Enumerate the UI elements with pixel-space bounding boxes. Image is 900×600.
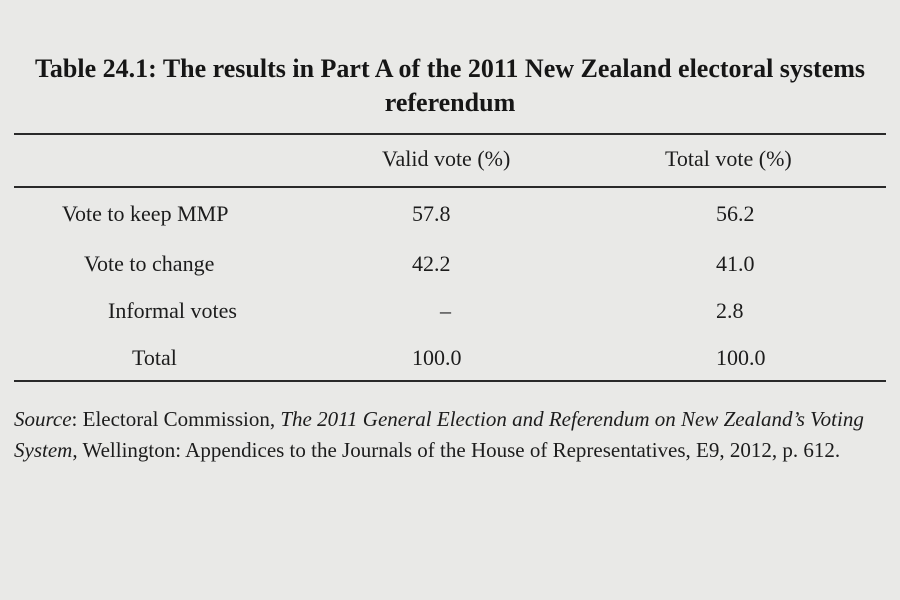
row-label: Vote to keep MMP	[62, 201, 229, 226]
table-bottom-rule	[14, 380, 886, 382]
table-top-rule	[14, 133, 886, 135]
source-label: Source	[14, 407, 72, 431]
table-title: Table 24.1: The results in Part A of the…	[34, 54, 866, 117]
valid-vote-cell: 57.8	[412, 201, 451, 226]
total-vote-cell: 100.0	[716, 345, 766, 370]
source-text: , Wellington: Appendices to the Journals…	[72, 438, 841, 462]
total-vote-cell: 2.8	[716, 298, 744, 323]
show-through-text	[0, 480, 900, 600]
row-label: Vote to change	[84, 251, 215, 276]
total-vote-cell: 41.0	[716, 251, 755, 276]
source-publication-title: The 2011 General Election and Referendum…	[14, 407, 864, 462]
table-row-total: Total 100.0 100.0	[0, 344, 900, 374]
row-label: Total	[132, 345, 177, 370]
column-header-total-vote: Total vote (%)	[665, 146, 792, 171]
table-row: Vote to change 42.2 41.0	[0, 250, 900, 280]
source-text: : Electoral Commission,	[71, 407, 281, 431]
table-row: Informal votes – 2.8	[0, 297, 900, 327]
column-header-valid-vote: Valid vote (%)	[382, 146, 511, 171]
valid-vote-cell: –	[440, 298, 451, 323]
table-header-rule	[14, 186, 886, 188]
table-row: Vote to keep MMP 57.8 56.2	[0, 200, 900, 230]
row-label: Informal votes	[108, 298, 237, 323]
total-vote-cell: 56.2	[716, 201, 755, 226]
source-note: Source: Electoral Commission, The 2011 G…	[14, 404, 886, 466]
valid-vote-cell: 100.0	[412, 345, 462, 370]
valid-vote-cell: 42.2	[412, 251, 451, 276]
show-through-text	[320, 0, 880, 16]
